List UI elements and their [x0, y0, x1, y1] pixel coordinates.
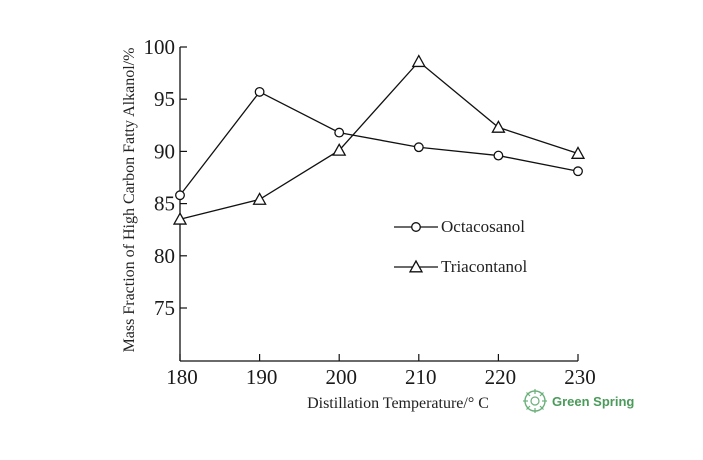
legend-label: Octacosanol	[441, 217, 525, 236]
x-tick-label: 220	[485, 365, 517, 389]
watermark: Green Spring	[522, 388, 634, 414]
circle-marker	[493, 150, 504, 161]
triangle-marker	[172, 211, 188, 225]
circle-marker	[175, 190, 185, 201]
circle-marker	[334, 127, 345, 138]
x-axis-ticks: 180 190 200 210 220 230	[166, 354, 596, 389]
series-line	[179, 60, 579, 220]
y-tick-label: 90	[154, 139, 175, 163]
y-tick-label: 100	[144, 35, 176, 59]
x-tick-label: 200	[325, 365, 357, 389]
x-tick-label: 190	[246, 365, 278, 389]
series-triacontanol	[172, 54, 586, 225]
series-layer	[172, 54, 586, 225]
y-tick-label: 80	[154, 244, 175, 268]
legend-triangle-marker	[408, 259, 424, 273]
triangle-marker	[332, 143, 347, 156]
x-tick-label: 180	[166, 365, 198, 389]
green-spring-logo-icon	[523, 389, 547, 413]
legend-circle-marker	[411, 222, 421, 232]
circle-marker	[254, 86, 265, 97]
y-tick-label: 75	[154, 296, 175, 320]
y-axis-ticks: 75 80 85 90 95 100	[144, 35, 187, 320]
x-axis-title: Distillation Temperature/° C	[307, 395, 489, 412]
y-tick-label: 85	[154, 192, 175, 216]
legend-item: Triacontanol	[394, 257, 528, 276]
circle-marker	[573, 166, 583, 177]
series-octacosanol	[175, 86, 583, 201]
x-tick-label: 210	[405, 365, 437, 389]
watermark-text: Green Spring	[552, 393, 635, 409]
legend: Octacosanol Triacontanol	[394, 217, 528, 276]
x-tick-label: 230	[564, 365, 596, 389]
triangle-marker	[570, 146, 586, 159]
circle-marker	[413, 142, 424, 153]
legend-item: Octacosanol	[394, 217, 525, 236]
y-axis-title: Mass Fraction of High Carbon Fatty Alkan…	[121, 48, 138, 353]
triangle-marker	[252, 192, 267, 205]
triangle-marker	[491, 120, 506, 133]
y-tick-label: 95	[154, 87, 175, 111]
series-line	[179, 91, 579, 196]
triangle-marker	[411, 54, 426, 68]
legend-label: Triacontanol	[441, 257, 528, 276]
